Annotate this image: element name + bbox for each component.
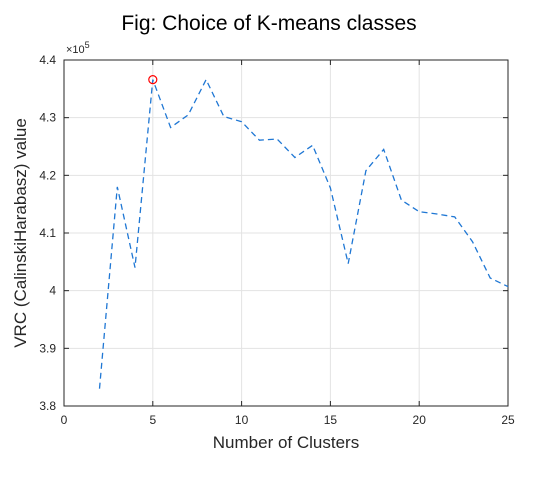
x-tick-label: 25 (501, 413, 515, 427)
series-layer (98, 78, 509, 389)
grid-lines (64, 60, 508, 406)
y-axis-label: VRC (CalinskiHarabasz) value (11, 118, 30, 348)
x-tick-label: 20 (413, 413, 427, 427)
x-tick-label: 15 (324, 413, 338, 427)
y-tick-label: 4 (49, 284, 56, 298)
x-axis-label: Number of Clusters (213, 433, 359, 452)
y-tick-label: 4.1 (39, 226, 56, 240)
x-tick-label: 10 (235, 413, 249, 427)
series-line (98, 78, 509, 389)
y-tick-label: 4.3 (39, 111, 56, 125)
y-tick-label: 3.9 (39, 341, 56, 355)
y-tick-label: 4.4 (39, 53, 56, 67)
y-tick-labels: 3.8 3.9 4 4.1 4.2 4.3 4.4 (39, 53, 56, 413)
y-exponent-power: 5 (85, 40, 90, 50)
figure-title: Fig: Choice of K-means classes (121, 12, 417, 35)
axis-ticks (63, 59, 509, 407)
y-exponent-base: ×10 (66, 44, 85, 56)
y-tick-label: 4.2 (39, 168, 56, 182)
x-tick-label: 0 (61, 413, 68, 427)
x-tick-label: 5 (149, 413, 156, 427)
y-exponent-label: ×105 (66, 40, 90, 56)
y-tick-label: 3.8 (39, 399, 56, 413)
highlight-marker (148, 75, 158, 85)
highlight-layer (148, 75, 158, 85)
x-tick-labels: 0 5 10 15 20 25 (61, 413, 515, 427)
